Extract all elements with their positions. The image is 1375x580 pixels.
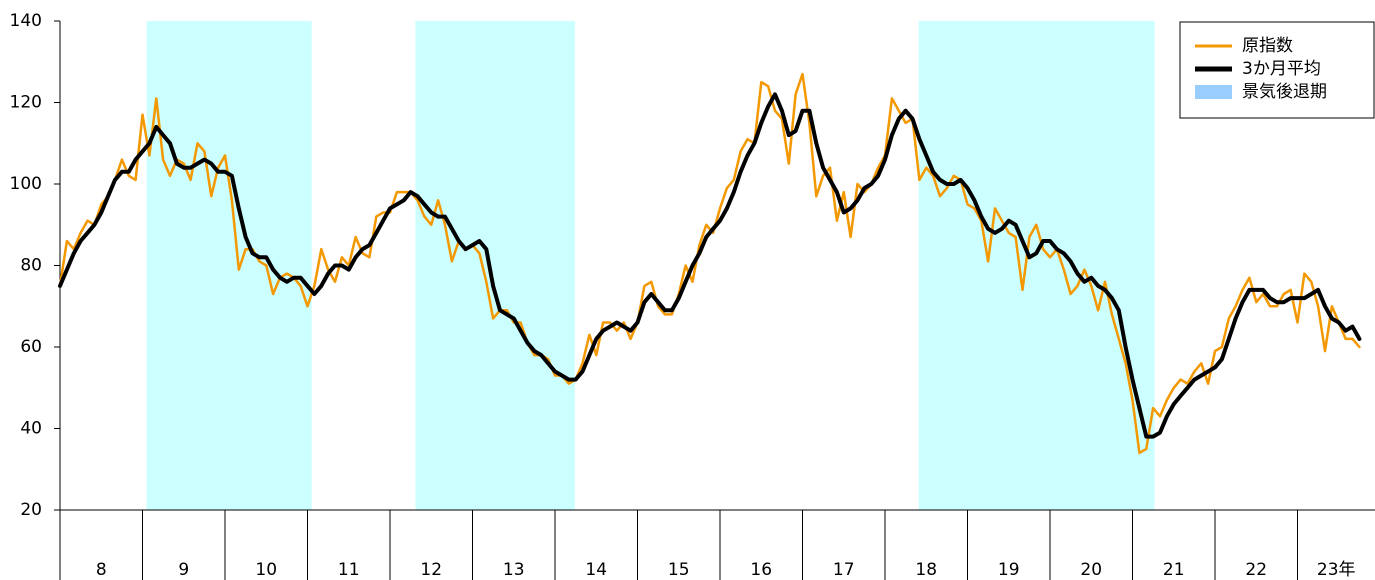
x-tick-label: 16 bbox=[750, 560, 772, 580]
y-tick-label: 120 bbox=[10, 93, 42, 113]
recession-band bbox=[146, 21, 312, 510]
x-tick-label: 11 bbox=[338, 560, 360, 580]
y-tick-label: 60 bbox=[20, 337, 42, 357]
x-tick-label: 15 bbox=[668, 560, 690, 580]
series-line bbox=[58, 72, 1361, 455]
x-tick-label: 19 bbox=[998, 560, 1020, 580]
recession-band bbox=[415, 21, 575, 510]
x-tick-label: 17 bbox=[833, 560, 855, 580]
legend-swatch bbox=[1195, 85, 1232, 99]
x-tick-label: 23年 bbox=[1317, 560, 1356, 580]
legend-label: 3か月平均 bbox=[1242, 59, 1321, 79]
x-tick-label: 22 bbox=[1245, 560, 1267, 580]
y-tick-label: 40 bbox=[20, 419, 42, 439]
x-tick-label: 18 bbox=[915, 560, 937, 580]
recession-band bbox=[918, 21, 1155, 510]
recession-layer bbox=[146, 21, 1155, 510]
x-tick-label: 21 bbox=[1163, 560, 1185, 580]
axes: 20 40 60 80 100 120 140 8 9 10 11 12 13 14 15 16 17 18 19 2… bbox=[10, 11, 1375, 580]
y-tick-label: 100 bbox=[10, 174, 42, 194]
x-tick-label: 13 bbox=[503, 560, 525, 580]
x-tick-label: 20 bbox=[1080, 560, 1102, 580]
x-tick-label: 12 bbox=[420, 560, 442, 580]
y-tick-label: 80 bbox=[20, 256, 42, 276]
x-tick-label: 9 bbox=[178, 560, 189, 580]
series-layer bbox=[58, 72, 1362, 455]
x-tick-label: 10 bbox=[255, 560, 277, 580]
legend-label: 景気後退期 bbox=[1242, 82, 1327, 102]
x-tick-label: 8 bbox=[96, 560, 107, 580]
series-line bbox=[58, 92, 1362, 439]
x-tick-label: 14 bbox=[585, 560, 607, 580]
y-tick-label: 20 bbox=[20, 500, 42, 520]
y-tick-label: 140 bbox=[10, 11, 42, 31]
legend-label: 原指数 bbox=[1242, 36, 1293, 56]
